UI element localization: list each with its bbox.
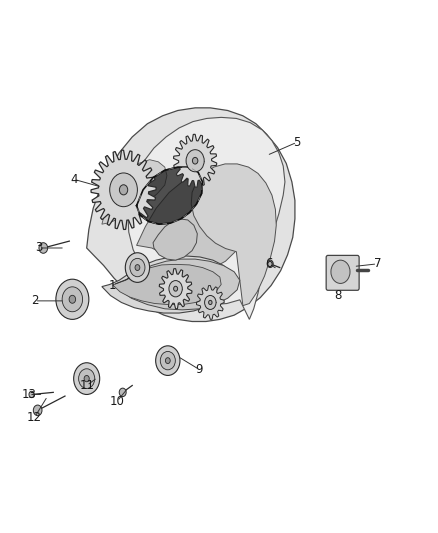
Polygon shape [173,134,217,187]
Circle shape [125,253,150,282]
Polygon shape [137,172,248,270]
Text: 10: 10 [110,395,124,408]
Circle shape [186,150,204,172]
Circle shape [78,369,95,389]
Circle shape [331,260,350,284]
Text: 4: 4 [70,173,78,185]
Text: 2: 2 [31,294,39,308]
Circle shape [130,259,145,277]
Text: 6: 6 [265,257,272,270]
Circle shape [169,280,182,297]
Polygon shape [191,164,276,305]
Circle shape [155,346,180,375]
Text: 13: 13 [21,388,36,401]
Polygon shape [137,167,202,224]
Text: 12: 12 [27,411,42,424]
Text: 7: 7 [374,257,381,270]
Circle shape [84,375,89,382]
Text: 11: 11 [79,379,94,392]
Circle shape [119,388,126,397]
Circle shape [33,405,42,416]
Circle shape [205,295,216,310]
Polygon shape [102,160,167,224]
Circle shape [69,295,76,303]
Polygon shape [153,219,197,260]
Circle shape [173,286,178,291]
Text: 3: 3 [35,241,42,254]
Polygon shape [91,150,156,230]
Text: 1: 1 [109,279,117,292]
Circle shape [74,363,100,394]
Circle shape [39,243,48,253]
Text: 9: 9 [196,363,203,376]
Circle shape [267,260,273,268]
FancyBboxPatch shape [326,255,359,290]
Circle shape [120,185,128,195]
Text: 5: 5 [293,136,301,149]
Polygon shape [196,286,224,319]
Circle shape [192,157,198,164]
Polygon shape [117,259,240,310]
Circle shape [110,173,138,207]
Text: 8: 8 [335,289,342,302]
Polygon shape [159,269,192,309]
Circle shape [160,351,175,370]
Circle shape [166,358,170,364]
Polygon shape [128,117,285,319]
Circle shape [62,287,83,312]
Polygon shape [113,264,221,304]
Circle shape [135,264,140,270]
Polygon shape [87,108,295,321]
Circle shape [29,391,34,398]
Circle shape [208,301,212,304]
Polygon shape [102,256,232,313]
Circle shape [56,279,89,319]
